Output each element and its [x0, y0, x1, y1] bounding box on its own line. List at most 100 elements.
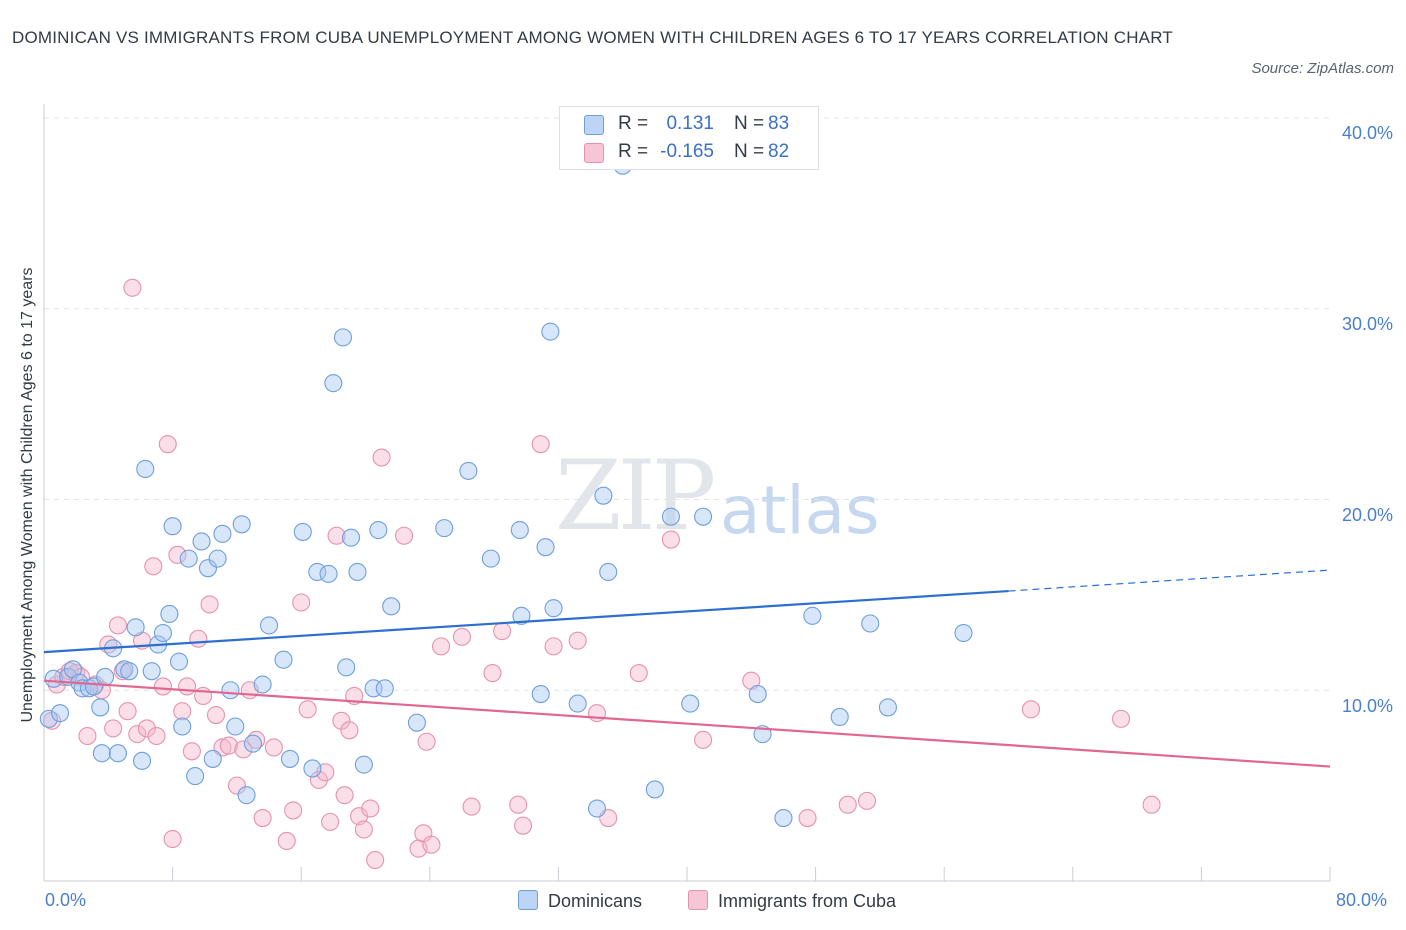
- point-cuba: [857, 791, 877, 810]
- point-cuba: [284, 801, 303, 820]
- point-dominicans: [39, 709, 58, 728]
- point-dominicans: [44, 669, 63, 688]
- point-dominicans: [208, 549, 227, 568]
- y-axis-label: Unemployment Among Women with Children A…: [19, 267, 36, 723]
- point-dominicans: [173, 717, 192, 736]
- point-dominicans: [308, 562, 327, 582]
- point-cuba: [128, 725, 147, 744]
- legend-r-label: R =: [618, 141, 649, 162]
- point-cuba: [1111, 709, 1131, 728]
- trend-lines: [43, 569, 1331, 768]
- series-dominicans-points: [39, 156, 973, 828]
- point-cuba: [493, 622, 512, 641]
- point-dominicans: [324, 374, 343, 393]
- point-cuba: [123, 278, 142, 297]
- axes: [43, 104, 1331, 882]
- point-cuba: [372, 448, 391, 467]
- point-cuba: [298, 700, 317, 719]
- legend-r-value: -0.165: [660, 141, 714, 162]
- series-cuba-points: [42, 278, 1161, 870]
- point-dominicans: [369, 520, 388, 540]
- point-cuba: [147, 726, 166, 746]
- point-dominicans: [179, 549, 198, 568]
- point-cuba: [309, 770, 328, 789]
- point-cuba: [838, 795, 857, 814]
- y-tick-30: 30.0%: [1341, 314, 1393, 334]
- point-dominicans: [92, 744, 111, 763]
- point-cuba: [798, 809, 817, 828]
- point-cuba: [104, 719, 123, 738]
- point-dominicans: [253, 675, 272, 694]
- point-dominicans: [382, 597, 401, 616]
- point-dominicans: [133, 751, 152, 770]
- point-cuba: [321, 812, 340, 831]
- point-cuba: [292, 593, 311, 612]
- point-dominicans: [536, 538, 555, 557]
- point-cuba: [182, 742, 201, 761]
- point-dominicans: [136, 459, 155, 479]
- point-dominicans: [544, 599, 563, 618]
- point-cuba: [108, 616, 127, 635]
- point-dominicans: [774, 809, 793, 828]
- point-cuba: [629, 664, 648, 683]
- point-cuba: [277, 831, 296, 850]
- legend-n-label: N =: [734, 113, 765, 134]
- legend-r-label: R =: [618, 113, 649, 134]
- point-dominicans: [878, 698, 897, 717]
- point-dominicans: [319, 564, 338, 583]
- bottom-legend-dominicans: Dominicans: [518, 890, 642, 912]
- point-dominicans: [694, 507, 713, 526]
- grid-lines: [44, 117, 1330, 691]
- point-cuba: [568, 631, 587, 650]
- point-cuba: [158, 435, 177, 454]
- point-cuba: [661, 530, 680, 549]
- point-dominicans: [198, 559, 218, 578]
- point-cuba: [200, 595, 219, 614]
- point-dominicans: [226, 717, 245, 736]
- point-dominicans: [531, 685, 550, 704]
- y-tick-10: 10.0%: [1341, 696, 1393, 716]
- point-cuba: [452, 627, 472, 646]
- point-dominicans: [481, 549, 500, 568]
- point-dominicans: [333, 328, 353, 347]
- point-cuba: [544, 637, 563, 656]
- point-cuba: [531, 435, 550, 454]
- bottom-legend-swatch-cuba: [688, 890, 708, 910]
- point-cuba: [118, 702, 137, 721]
- trend-line-dominicans: [43, 589, 1009, 654]
- bottom-legend-label-dominicans: Dominicans: [548, 891, 643, 911]
- point-dominicans: [681, 694, 700, 713]
- point-cuba: [137, 719, 156, 738]
- point-dominicans: [91, 698, 110, 717]
- point-cuba: [1142, 795, 1161, 814]
- point-dominicans: [341, 528, 361, 547]
- point-dominicans: [108, 744, 127, 763]
- legend-swatch-dominicans: [584, 115, 604, 135]
- point-cuba: [366, 850, 385, 870]
- point-dominicans: [510, 520, 529, 540]
- point-dominicans: [51, 704, 70, 723]
- point-dominicans: [435, 519, 454, 538]
- point-dominicans: [512, 606, 531, 625]
- point-dominicans: [594, 486, 613, 505]
- legend-n-value: 82: [768, 141, 790, 162]
- point-dominicans: [96, 667, 115, 686]
- point-cuba: [189, 629, 208, 648]
- point-dominicans: [142, 662, 161, 681]
- point-dominicans: [153, 623, 173, 643]
- point-dominicans: [120, 662, 139, 681]
- point-dominicans: [280, 749, 299, 768]
- bottom-legend-cuba: Immigrants from Cuba: [688, 890, 896, 912]
- point-cuba: [206, 705, 226, 725]
- point-cuba: [163, 829, 182, 849]
- point-cuba: [432, 637, 451, 656]
- legend-swatch-cuba: [584, 143, 604, 163]
- point-dominicans: [348, 562, 367, 582]
- point-dominicans: [645, 780, 664, 799]
- point-cuba: [1021, 700, 1041, 719]
- point-dominicans: [354, 755, 373, 774]
- point-cuba: [694, 730, 713, 749]
- point-dominicans: [337, 658, 356, 677]
- point-dominicans: [861, 614, 880, 633]
